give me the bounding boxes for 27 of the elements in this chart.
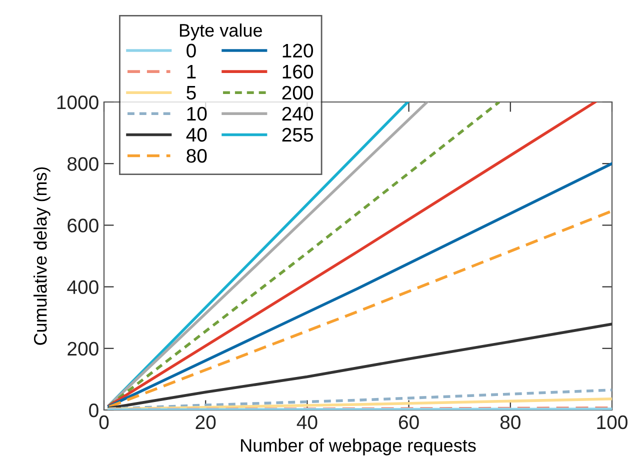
x-tick-label: 80 bbox=[500, 415, 520, 430]
x-axis-title: Number of webpage requests bbox=[241, 438, 476, 456]
x-tick-label: 20 bbox=[196, 415, 216, 430]
x-tick-label: 100 bbox=[597, 415, 628, 430]
line-series bbox=[108, 322, 612, 410]
x-tick-label: 0 bbox=[99, 415, 109, 430]
y-axis-title: Cumulative delay (ms) bbox=[34, 167, 50, 345]
x-tick-label: 60 bbox=[398, 415, 419, 430]
y-tick-label: 200 bbox=[68, 342, 98, 356]
legend-label: 10 bbox=[187, 106, 207, 121]
x-tick-label: 40 bbox=[296, 415, 318, 430]
y-tick-label: 0 bbox=[89, 403, 98, 418]
legend-label: 160 bbox=[282, 64, 314, 79]
y-tick-label: 800 bbox=[68, 157, 98, 171]
legend-label: 1 bbox=[187, 65, 196, 78]
legend-label: 255 bbox=[282, 128, 313, 142]
legend-label: 0 bbox=[186, 44, 196, 58]
legend-label: 240 bbox=[282, 106, 314, 121]
legend-label: 120 bbox=[282, 44, 314, 58]
y-tick-label: 400 bbox=[67, 280, 98, 294]
legend-label: 200 bbox=[282, 86, 314, 100]
y-tick-label: 1000 bbox=[57, 95, 98, 110]
y-tick-label: 600 bbox=[68, 218, 98, 232]
legend-label: 40 bbox=[186, 128, 207, 142]
legend-label: 5 bbox=[186, 86, 196, 100]
legend-label: 80 bbox=[186, 148, 207, 163]
legend-title: Byte value bbox=[180, 24, 262, 40]
